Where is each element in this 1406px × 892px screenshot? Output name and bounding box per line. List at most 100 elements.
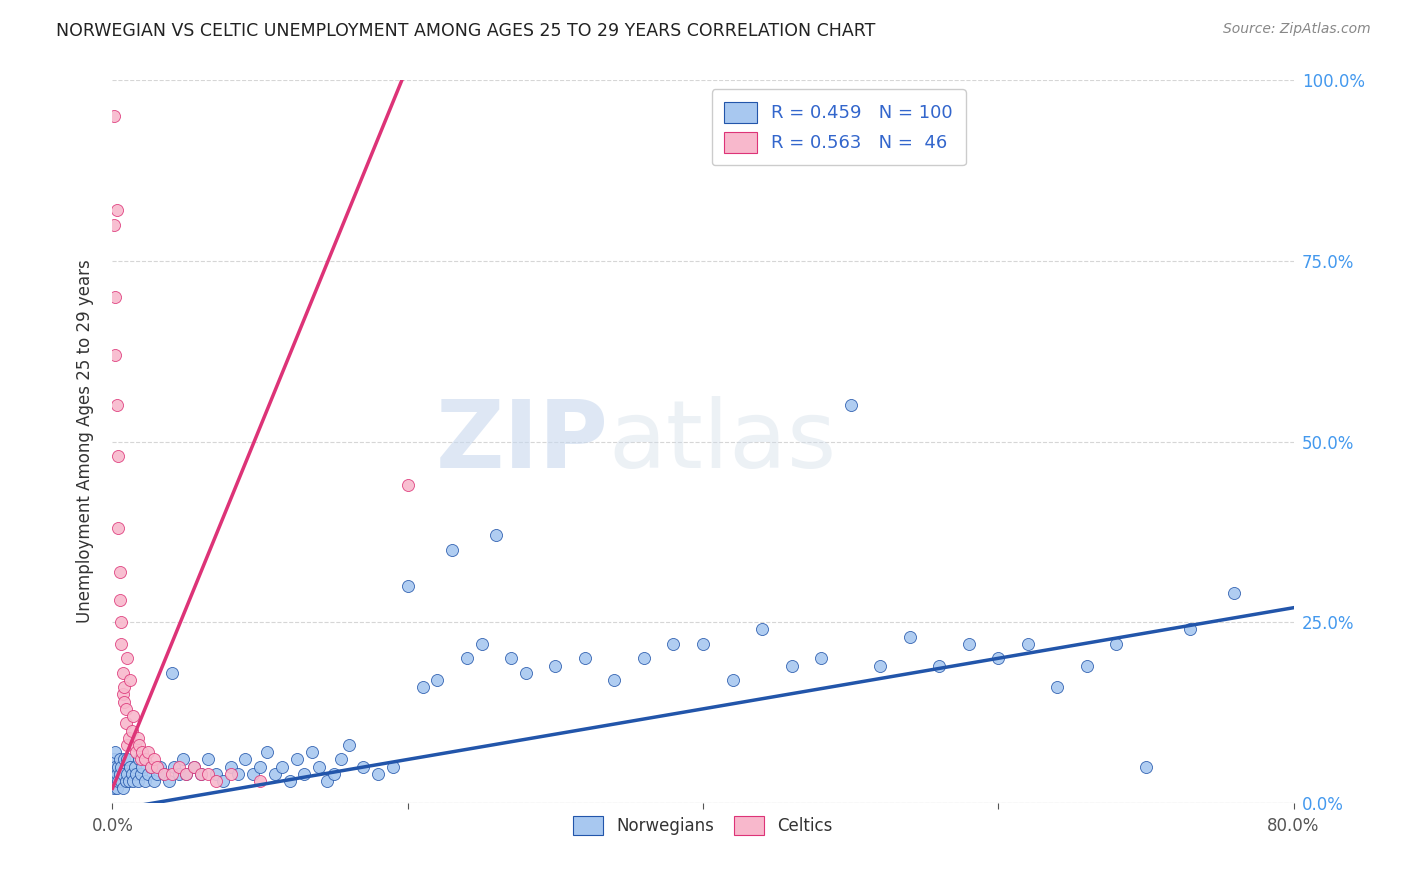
Point (139, 760, 162, 774)
Point (104, 348, 127, 362)
Point (114, 774, 136, 789)
Point (544, 658, 567, 673)
Point (1178, 623, 1201, 637)
Point (107, 774, 129, 789)
Point (157, 774, 180, 789)
Point (118, 731, 141, 745)
Point (172, 752, 194, 766)
Point (103, 767, 125, 781)
Point (127, 774, 149, 789)
Point (396, 478, 419, 492)
Point (810, 651, 832, 665)
Point (125, 767, 148, 781)
Point (117, 651, 138, 665)
Point (112, 695, 135, 709)
Point (1105, 637, 1128, 651)
Point (108, 752, 131, 766)
Point (121, 723, 143, 738)
Point (957, 637, 980, 651)
Point (456, 651, 478, 665)
Point (124, 738, 146, 752)
Point (721, 673, 744, 687)
Point (134, 752, 156, 766)
Point (264, 767, 287, 781)
Point (142, 752, 165, 766)
Point (226, 767, 249, 781)
Point (104, 290, 127, 304)
Point (197, 752, 219, 766)
Point (167, 767, 190, 781)
Point (111, 767, 134, 781)
Point (120, 673, 142, 687)
Point (122, 774, 145, 789)
Point (110, 774, 132, 789)
Point (839, 398, 862, 412)
Point (869, 658, 891, 673)
Point (249, 760, 271, 774)
Point (107, 760, 129, 774)
Point (111, 781, 134, 796)
Point (751, 623, 773, 637)
Point (131, 745, 153, 759)
Text: atlas: atlas (609, 395, 837, 488)
Point (131, 760, 153, 774)
Point (110, 637, 132, 651)
Y-axis label: Unemployment Among Ages 25 to 29 years: Unemployment Among Ages 25 to 29 years (76, 260, 94, 624)
Point (441, 542, 464, 557)
Point (128, 738, 150, 752)
Point (136, 767, 159, 781)
Point (219, 760, 242, 774)
Point (153, 767, 176, 781)
Point (125, 745, 148, 759)
Point (285, 752, 308, 766)
Point (219, 767, 242, 781)
Point (167, 760, 190, 774)
Point (104, 760, 127, 774)
Point (780, 658, 803, 673)
Legend: Norwegians, Celtics: Norwegians, Celtics (562, 805, 844, 845)
Point (174, 767, 197, 781)
Point (124, 760, 146, 774)
Point (233, 752, 256, 766)
Point (160, 767, 183, 781)
Point (1135, 760, 1157, 774)
Point (163, 760, 186, 774)
Point (111, 687, 134, 701)
Point (104, 774, 127, 789)
Point (105, 781, 128, 796)
Point (121, 767, 143, 781)
Point (1046, 680, 1069, 694)
Point (352, 760, 374, 774)
Point (396, 579, 419, 593)
Point (104, 745, 127, 759)
Point (603, 673, 626, 687)
Point (108, 767, 131, 781)
Point (987, 651, 1010, 665)
Point (105, 203, 128, 218)
Point (470, 637, 494, 651)
Point (633, 651, 655, 665)
Point (129, 752, 152, 766)
Point (107, 449, 129, 463)
Point (928, 658, 950, 673)
Point (146, 760, 169, 774)
Point (107, 521, 129, 535)
Point (149, 760, 172, 774)
Point (367, 767, 389, 781)
Point (183, 760, 205, 774)
Point (1017, 637, 1039, 651)
Point (249, 774, 271, 789)
Point (136, 745, 159, 759)
Text: ZIP: ZIP (436, 395, 609, 488)
Point (190, 767, 212, 781)
Point (118, 774, 141, 789)
Point (1223, 586, 1246, 600)
Point (160, 665, 183, 680)
Point (205, 774, 228, 789)
Point (174, 767, 197, 781)
Point (308, 760, 330, 774)
Point (112, 680, 135, 694)
Point (197, 767, 219, 781)
Point (114, 702, 136, 716)
Point (323, 767, 346, 781)
